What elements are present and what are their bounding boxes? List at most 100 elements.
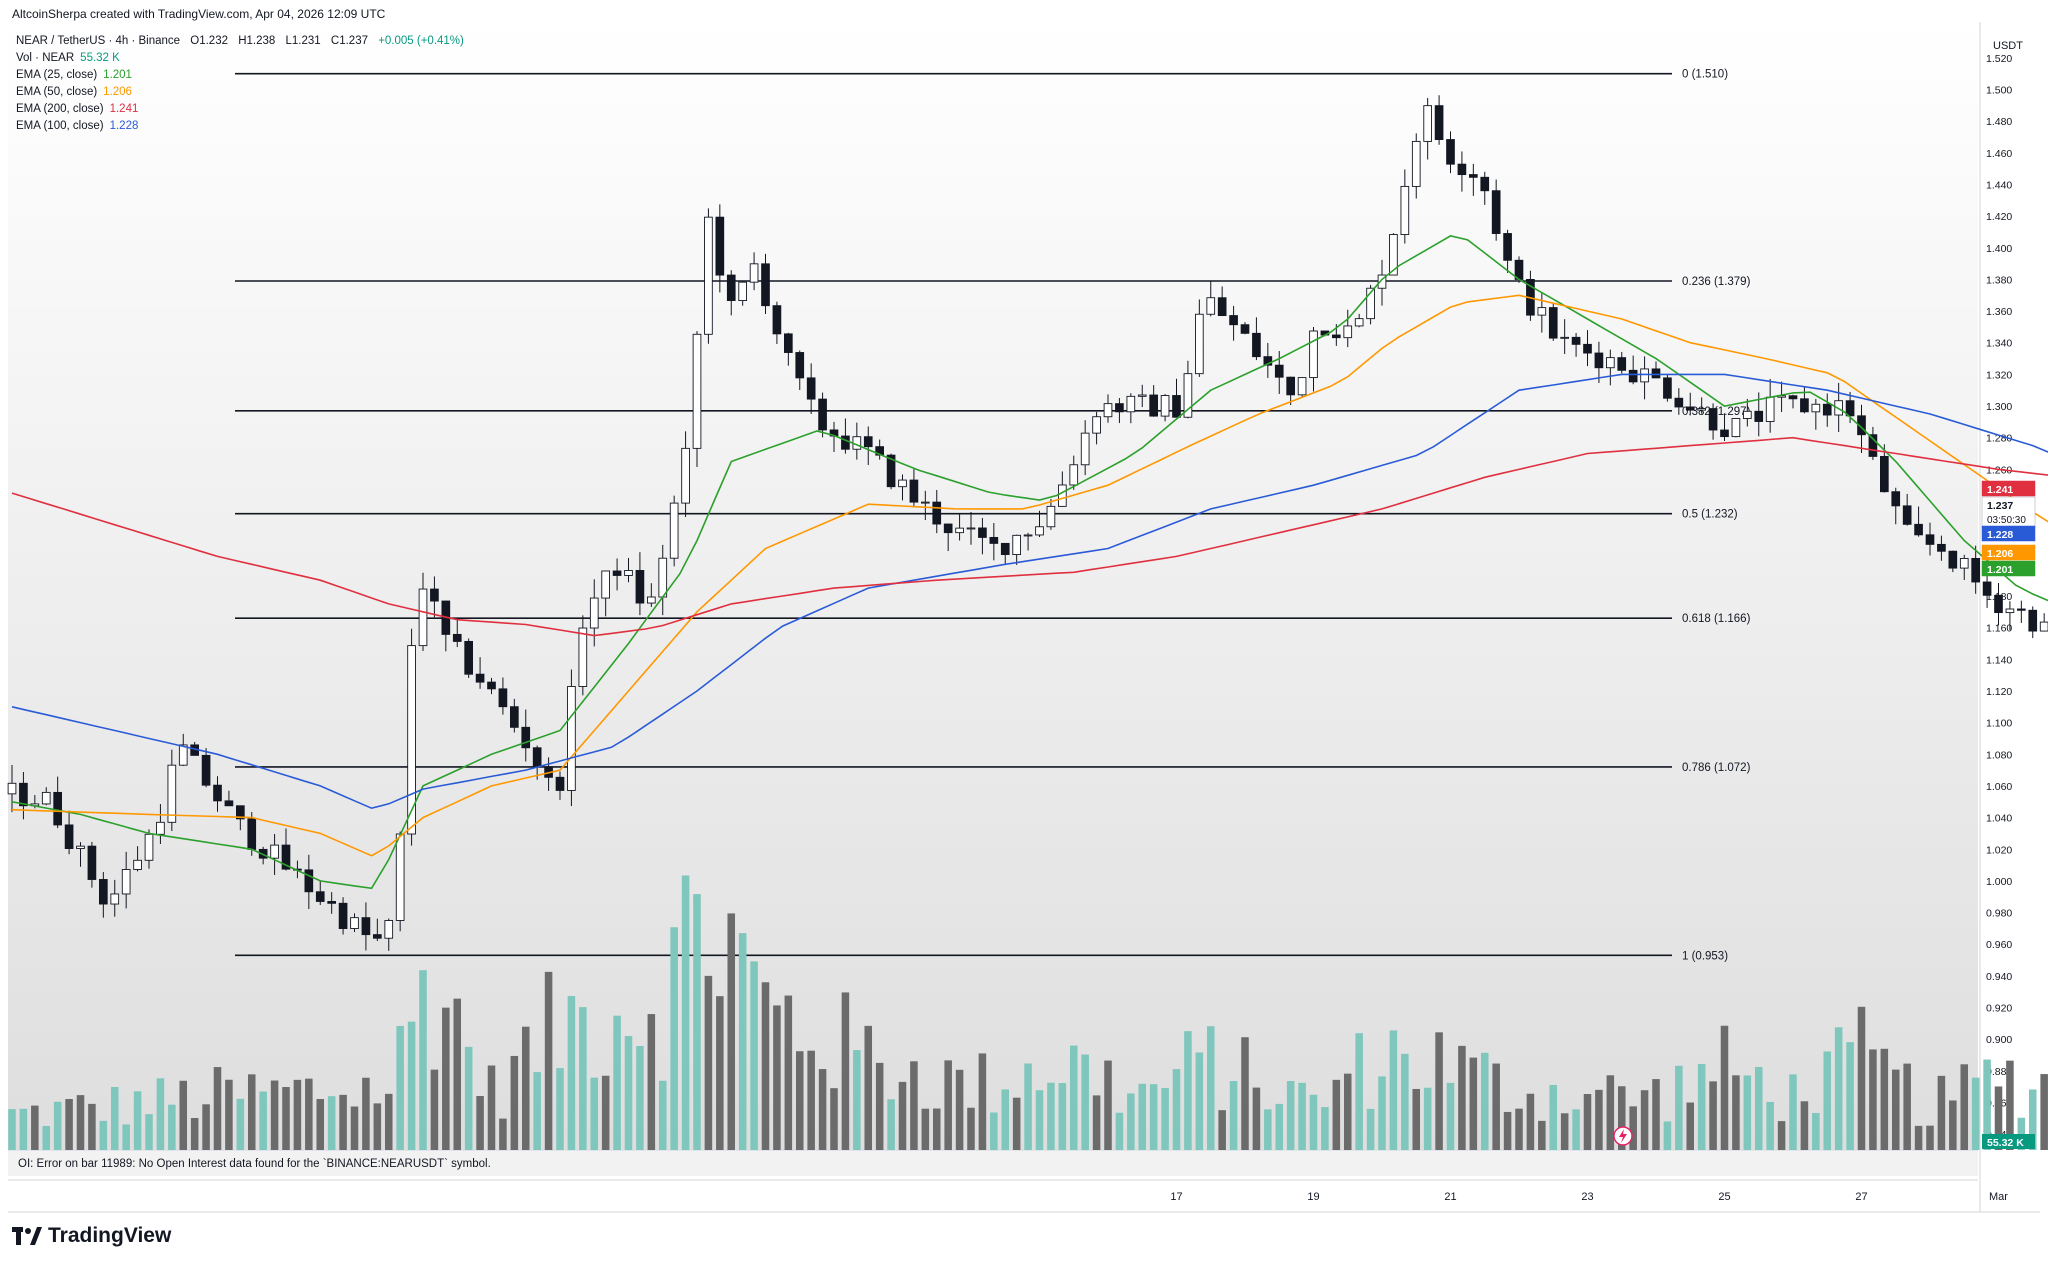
volume-bar [1149,1084,1158,1150]
price-tag [1981,525,2036,542]
legend-ema-50-row[interactable]: EMA (50, close) 1.206 [16,86,132,98]
lightning-alert-icon[interactable] [1613,1126,1633,1146]
volume-bar [453,998,462,1150]
alert-icon-bolt [1619,1129,1627,1143]
volume-bar [658,1080,667,1150]
candle-up [1537,307,1547,316]
candle-up [1959,558,1969,569]
volume-bar [1595,1089,1603,1150]
candle-down [886,454,896,488]
volume-bar [1937,1075,1946,1150]
price-tag-value: 1.228 [1987,529,2013,541]
fib-level-label: 0.236 (1.379) [1682,276,1751,288]
time-tick-label: 21 [1444,1191,1456,1203]
candle-up [156,821,165,835]
legend-ema-25-row[interactable]: EMA (25, close) 1.201 [16,69,132,81]
volume-bar [1218,1110,1226,1150]
volume-bar [350,1106,359,1150]
volume-bar [830,1088,838,1150]
price-tick-label: 1.440 [1986,179,2012,191]
legend-volume-row[interactable]: Vol · NEAR 55.32 K [16,52,120,64]
candle-up [1377,274,1387,289]
candle-down [64,824,74,850]
candle-down [1937,543,1946,552]
candle-down [1982,581,1992,596]
price-axis-unit: USDT [1993,40,2023,52]
candle-up [7,782,17,795]
price-tick-label: 1.260 [1986,464,2012,476]
candle-down [1548,307,1558,339]
volume-bar [1914,1125,1923,1150]
volume-bar [1343,1073,1352,1150]
volume-bar [202,1104,210,1150]
legend-symbol-row: NEAR / TetherUS · 4h · Binance O1.232 H1… [16,35,464,47]
candle-down [1822,403,1832,416]
candle-down [1263,356,1273,366]
volume-bar [773,1005,781,1150]
candle-up [1765,396,1775,422]
candle-down [761,263,770,307]
legend-ema-200-row[interactable]: EMA (200, close) 1.241 [16,103,138,115]
volume-bar [795,1051,804,1150]
price-tick-label: 1.520 [1986,53,2012,65]
volume-bar [236,1098,245,1150]
candle-up [1560,336,1569,339]
candle-up [1697,408,1706,411]
volume-bar [693,894,701,1150]
volume-bar [1001,1089,1010,1150]
volume-bar [932,1108,941,1150]
volume-bar [521,1026,530,1150]
candle-down [932,501,942,525]
candle-down [464,640,473,675]
price-tick-label: 0.980 [1986,908,2012,920]
price-tick-label: 1.320 [1986,369,2012,381]
volume-bar [761,982,770,1150]
candle-down [841,435,850,450]
candle-up [1366,287,1375,320]
volume-bar [1583,1094,1592,1150]
legend-symbol[interactable]: NEAR / TetherUS · 4h · Binance [16,35,181,47]
price-tick-label: 1.080 [1986,749,2012,761]
volume-bar [510,1055,519,1150]
candle-up [1411,140,1421,187]
candle-down [1868,434,1878,457]
volume-bar [1538,1120,1546,1150]
volume-bar [442,1007,450,1150]
candle-down [1503,233,1512,261]
volume-bar [53,1101,62,1150]
candle-down [1491,190,1501,234]
volume-bar [750,961,758,1150]
candle-up [601,570,610,599]
candle-down [1172,395,1181,418]
price-tick-label: 1.160 [1986,623,2012,635]
volume-bar [1069,1045,1078,1150]
price-tag [1981,480,2036,497]
candle-down [726,274,736,301]
candle-down [555,776,565,791]
volume-bar [1800,1101,1809,1150]
price-tag-value: 1.237 [1987,500,2013,512]
candle-down [1469,174,1478,178]
volume-bar [1549,1084,1558,1150]
volume-bar [1983,1059,1991,1150]
volume-bar [8,1109,16,1150]
legend-close: 1.237 [339,35,368,47]
volume-bar [910,1061,918,1150]
candle-up [167,764,177,823]
tradingview-logo[interactable]: TradingView [12,1224,171,1248]
legend-ema-100-row[interactable]: EMA (100, close) 1.228 [16,120,138,132]
volume-bar [1675,1065,1683,1150]
volume-bar [373,1103,382,1150]
candle-up [567,686,576,791]
volume-bar [1823,1051,1832,1150]
tradingview-brand: TradingView [48,1224,172,1247]
volume-bar [1423,1087,1432,1150]
volume-bar [1081,1054,1089,1150]
candle-down [2028,609,2038,632]
volume-bar [1663,1121,1672,1150]
candle-up [1423,105,1432,142]
candle-up [1297,377,1307,396]
volume-bar [499,1118,507,1150]
